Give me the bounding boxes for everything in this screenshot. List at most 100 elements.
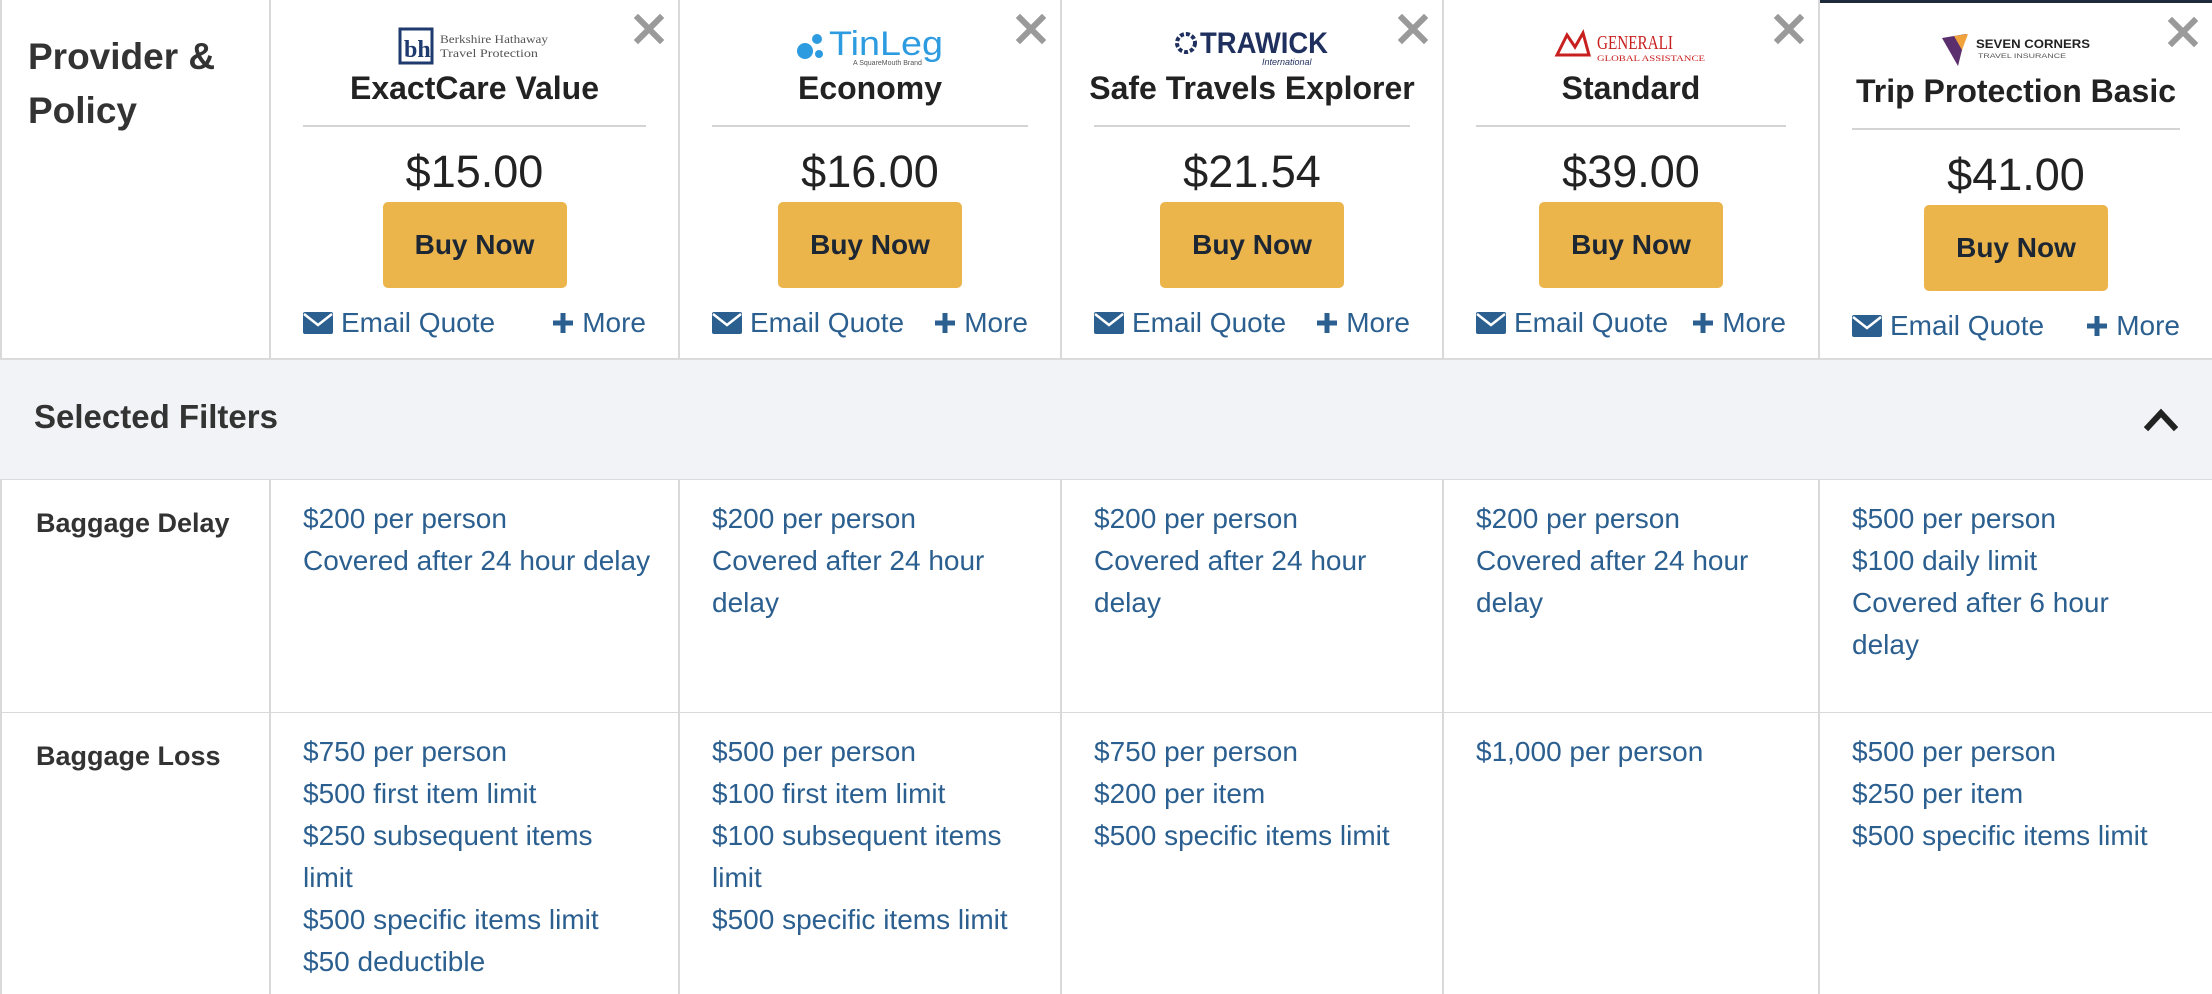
email-quote-link[interactable]: Email Quote — [1852, 307, 2044, 345]
coverage-line: $200 per item — [1094, 778, 1266, 809]
svg-text:Berkshire Hathaway: Berkshire Hathaway — [440, 32, 548, 46]
plan-price: $15.00 — [405, 146, 544, 197]
coverage-line: delay — [1094, 587, 1161, 618]
coverage-cell: $500 per person $250 per item $500 speci… — [1820, 713, 2212, 994]
plan-name: Safe Travels Explorer — [1089, 70, 1415, 106]
coverage-cell: $200 per person Covered after 24 hour de… — [1062, 480, 1444, 712]
plan-price: $21.54 — [1183, 146, 1321, 197]
email-quote-label: Email Quote — [1890, 310, 2045, 341]
more-label: More — [964, 307, 1028, 338]
email-quote-label: Email Quote — [1514, 307, 1669, 338]
coverage-row-baggage-delay: Baggage Delay $200 per person Covered af… — [0, 480, 2212, 713]
coverage-line: limit — [303, 862, 353, 893]
coverage-line: $100 daily limit — [1852, 545, 2038, 576]
plus-icon — [552, 312, 574, 334]
plan-name: Standard — [1561, 70, 1701, 106]
coverage-label: Baggage Delay — [0, 480, 271, 712]
email-quote-label: Email Quote — [1132, 307, 1287, 338]
plus-icon — [1692, 312, 1714, 334]
coverage-line: delay — [1476, 587, 1543, 618]
more-link[interactable]: More — [1692, 304, 1786, 342]
coverage-line: $50 deductible — [303, 946, 486, 977]
coverage-cell: $500 per person $100 first item limit $1… — [680, 713, 1062, 994]
close-icon[interactable] — [1398, 14, 1428, 44]
email-quote-link[interactable]: Email Quote — [712, 304, 904, 342]
divider — [1094, 125, 1410, 127]
divider — [303, 125, 646, 127]
envelope-icon — [303, 312, 333, 334]
coverage-line: $500 specific items limit — [712, 904, 1008, 935]
svg-text:TRAVEL INSURANCE: TRAVEL INSURANCE — [1978, 54, 2066, 60]
more-label: More — [582, 307, 646, 338]
coverage-line: $250 subsequent items — [303, 820, 593, 851]
trawick-logo: TRAWICK International — [1062, 22, 1442, 68]
buy-now-button[interactable]: Buy Now — [778, 202, 962, 288]
coverage-line: Covered after 24 hour — [1094, 545, 1367, 576]
coverage-cell: $200 per person Covered after 24 hour de… — [680, 480, 1062, 712]
envelope-icon — [1476, 312, 1506, 334]
close-icon[interactable] — [2168, 17, 2198, 47]
close-icon[interactable] — [1774, 14, 1804, 44]
svg-text:bh: bh — [404, 37, 431, 63]
coverage-line: Covered after 24 hour — [712, 545, 985, 576]
envelope-icon — [1094, 312, 1124, 334]
berkshire-hathaway-logo: bh Berkshire Hathaway Travel Protection — [271, 22, 678, 68]
selected-filters-toggle[interactable]: Selected Filters — [0, 359, 2212, 480]
buy-now-button[interactable]: Buy Now — [1924, 205, 2108, 291]
coverage-label: Baggage Loss — [0, 713, 271, 994]
more-label: More — [1346, 307, 1410, 338]
coverage-row-baggage-loss: Baggage Loss $750 per person $500 first … — [0, 713, 2212, 994]
more-label: More — [2116, 310, 2180, 341]
coverage-line: delay — [1852, 629, 1919, 660]
seven-corners-logo: SEVEN CORNERS TRAVEL INSURANCE — [1820, 25, 2212, 71]
envelope-icon — [1852, 315, 1882, 337]
svg-text:TRAWICK: TRAWICK — [1200, 27, 1328, 60]
coverage-line: Covered after 24 hour — [1476, 545, 1749, 576]
coverage-line: $500 per person — [1852, 503, 2056, 534]
generali-logo: GENERALI GLOBAL ASSISTANCE — [1444, 22, 1818, 68]
more-link[interactable]: More — [2086, 307, 2180, 345]
coverage-line: $100 subsequent items — [712, 820, 1002, 851]
coverage-line: $200 per person — [1094, 503, 1298, 534]
buy-now-button[interactable]: Buy Now — [1539, 202, 1723, 288]
plus-icon — [934, 312, 956, 334]
email-quote-link[interactable]: Email Quote — [1476, 304, 1668, 342]
svg-text:International: International — [1262, 57, 1313, 67]
close-icon[interactable] — [634, 14, 664, 44]
chevron-up-icon[interactable] — [2144, 405, 2178, 433]
coverage-line: limit — [712, 862, 762, 893]
coverage-line: $200 per person — [1476, 503, 1680, 534]
plan-name: ExactCare Value — [349, 70, 600, 106]
email-quote-link[interactable]: Email Quote — [303, 304, 495, 342]
tinleg-logo: TinLeg A SquareMouth Brand — [680, 22, 1060, 68]
plus-icon — [2086, 315, 2108, 337]
coverage-line: $500 specific items limit — [303, 904, 599, 935]
plan-column-standard: GENERALI GLOBAL ASSISTANCE Standard $39.… — [1444, 0, 1820, 358]
coverage-cell: $500 per person $100 daily limit Covered… — [1820, 480, 2212, 712]
svg-text:Travel Protection: Travel Protection — [440, 46, 538, 60]
divider — [1476, 125, 1786, 127]
buy-now-button[interactable]: Buy Now — [1160, 202, 1344, 288]
more-link[interactable]: More — [552, 304, 646, 342]
plan-price: $41.00 — [1947, 149, 2085, 200]
envelope-icon — [712, 312, 742, 334]
provider-row: Provider & Policy bh Berkshire Hathaway … — [0, 0, 2212, 359]
plan-name: Economy — [797, 70, 943, 106]
svg-text:GENERALI: GENERALI — [1597, 32, 1673, 54]
coverage-cell: $750 per person $200 per item $500 speci… — [1062, 713, 1444, 994]
more-label: More — [1722, 307, 1786, 338]
email-quote-label: Email Quote — [341, 307, 496, 338]
more-link[interactable]: More — [934, 304, 1028, 342]
more-link[interactable]: More — [1316, 304, 1410, 342]
plan-name: Trip Protection Basic — [1855, 73, 2177, 109]
plan-column-safe-travels-explorer: TRAWICK International Safe Travels Explo… — [1062, 0, 1444, 358]
email-quote-link[interactable]: Email Quote — [1094, 304, 1286, 342]
coverage-line: $500 specific items limit — [1094, 820, 1390, 851]
coverage-cell: $750 per person $500 first item limit $2… — [271, 713, 680, 994]
close-icon[interactable] — [1016, 14, 1046, 44]
divider — [712, 125, 1028, 127]
coverage-cell: $200 per person Covered after 24 hour de… — [271, 480, 680, 712]
plan-price: $16.00 — [801, 146, 939, 197]
buy-now-button[interactable]: Buy Now — [382, 202, 567, 288]
